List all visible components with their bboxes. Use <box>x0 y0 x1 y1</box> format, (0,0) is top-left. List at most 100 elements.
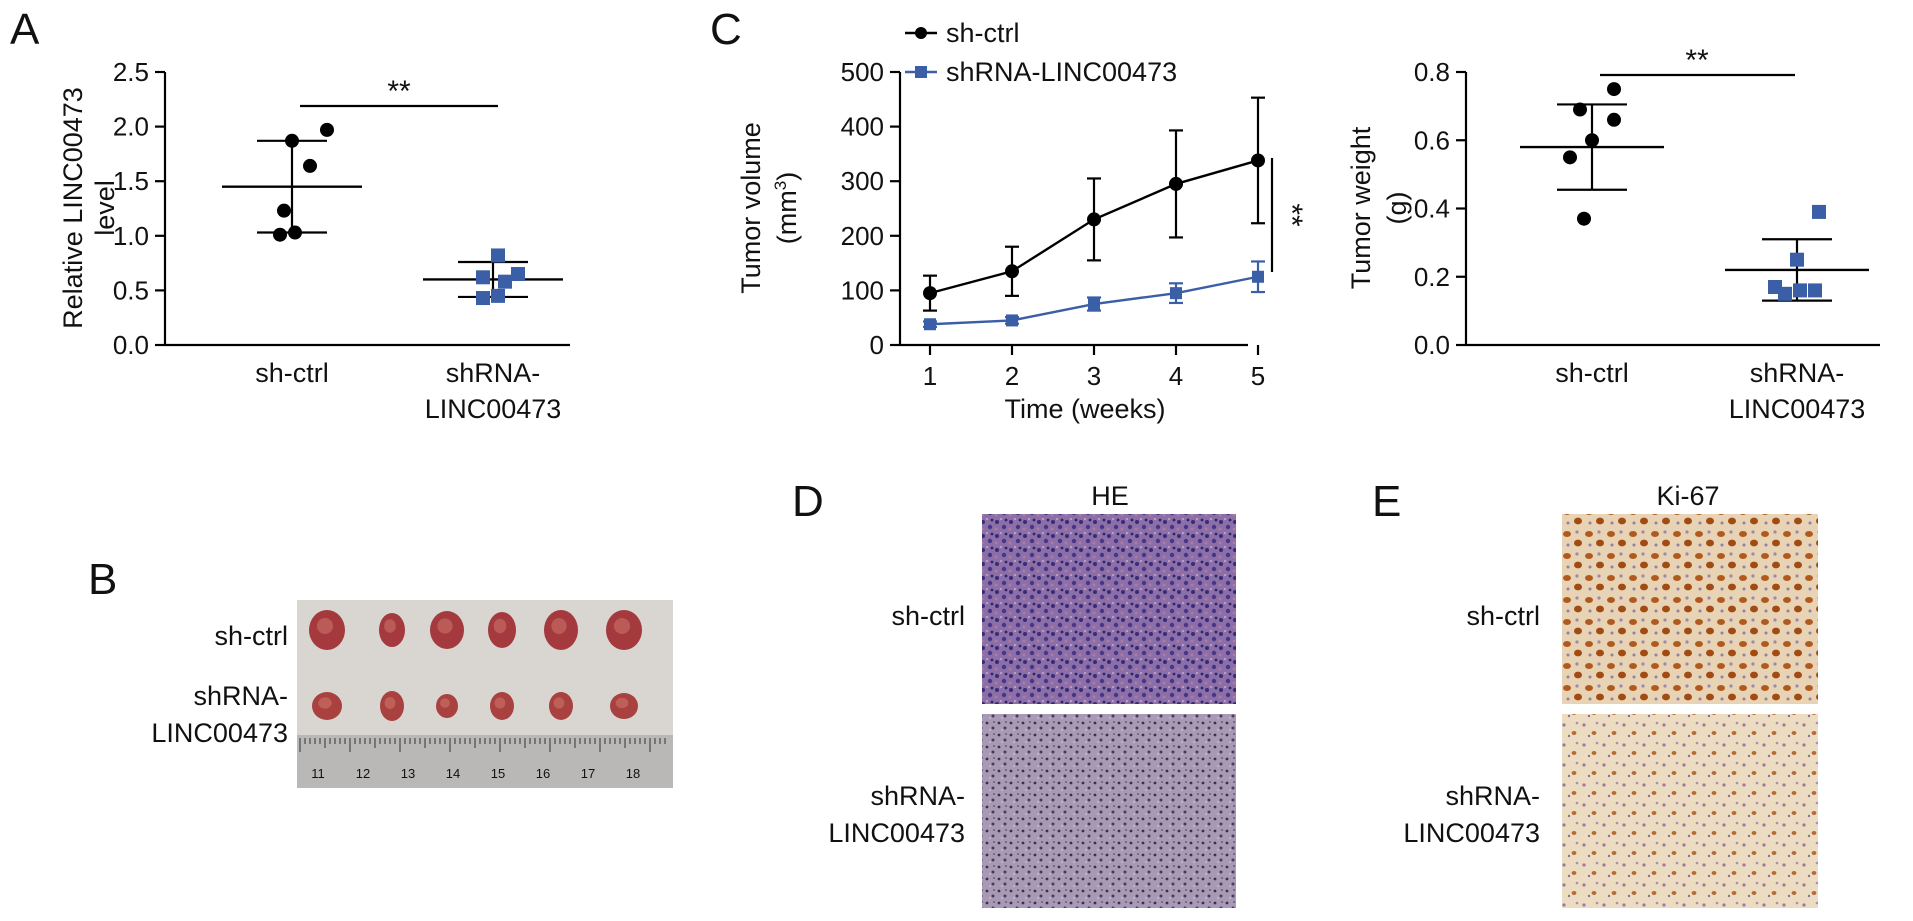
panel-label-a: A <box>10 5 40 54</box>
ki67-title: Ki-67 <box>1656 481 1719 511</box>
ruler-number: 13 <box>401 766 415 781</box>
chart-c-ytick-label: 200 <box>841 221 884 251</box>
ruler-number: 11 <box>311 766 325 781</box>
chart-c-point-sh <box>924 318 936 331</box>
chart-c-xtick-label: 5 <box>1251 361 1265 391</box>
chart-c-xtick-label: 2 <box>1005 361 1019 391</box>
chart-a-point-sh <box>476 291 490 306</box>
chart-w-sig-stars: ** <box>1685 44 1709 77</box>
chart-weight: 0.0 0.2 0.4 0.6 0.8 Tumor weight (g) sh-ctrl… <box>1346 44 1880 424</box>
tumor-highlight <box>615 697 629 709</box>
chart-a-point-sh <box>491 288 505 303</box>
chart-a-point-sh <box>476 270 490 285</box>
panel-label-b: B <box>88 555 117 604</box>
chart-w-point-ctrl <box>1607 82 1621 97</box>
tumor-highlight <box>613 618 631 634</box>
chart-a-xtick-sh-line1: shRNA- <box>446 358 541 388</box>
chart-w-ylabel-line2: (g) <box>1382 192 1412 225</box>
he-title: HE <box>1091 481 1129 511</box>
chart-w-point-sh <box>1812 204 1826 219</box>
photo-row-sh-line1: shRNA- <box>193 681 288 711</box>
he-panel: HE sh-ctrl shRNA- LINC00473 <box>828 481 1236 908</box>
chart-a-xtick-ctrl: sh-ctrl <box>255 358 329 388</box>
chart-w-point-ctrl <box>1563 150 1577 165</box>
ruler-number: 15 <box>491 766 505 781</box>
he-row-sh-line1: shRNA- <box>870 781 965 811</box>
chart-w-ytick-label: 0.0 <box>1414 330 1450 360</box>
chart-a-ytick-label: 1.5 <box>113 166 149 196</box>
he-image-shrna <box>982 714 1236 908</box>
chart-c-point-ctrl <box>923 286 937 301</box>
chart-w-point-ctrl <box>1577 211 1591 226</box>
chart-c-point-ctrl <box>1169 176 1183 191</box>
ki67-panel: Ki-67 sh-ctrl shRNA- LINC00473 <box>1403 481 1818 908</box>
chart-c-legend: sh-ctrl shRNA-LINC00473 <box>905 18 1177 87</box>
ki67-row-sh-line2: LINC00473 <box>1403 818 1540 848</box>
chart-c-ylabel-line2: (mm3) <box>771 172 802 244</box>
chart-a-point-ctrl <box>285 133 299 148</box>
legend-ctrl-marker <box>915 27 927 39</box>
chart-c-ytick-label: 400 <box>841 112 884 142</box>
chart-w-xtick-sh-line2: LINC00473 <box>1729 394 1866 424</box>
legend-sh-label: shRNA-LINC00473 <box>946 57 1177 87</box>
chart-c-point-ctrl <box>1087 212 1101 227</box>
ruler-number: 17 <box>581 766 595 781</box>
panel-label-d: D <box>792 477 824 526</box>
ruler-number: 18 <box>626 766 640 781</box>
chart-c-point-ctrl <box>1251 153 1265 168</box>
ki67-image-shrna <box>1562 714 1818 908</box>
chart-a-ytick-label: 0.5 <box>113 275 149 305</box>
chart-a-ylabel-line1: Relative LINC00473 <box>58 87 88 329</box>
chart-a-xtick-sh-line2: LINC00473 <box>425 394 562 424</box>
chart-a-sig-stars: ** <box>387 75 411 108</box>
ruler-number: 12 <box>356 766 370 781</box>
chart-c-point-sh <box>1252 270 1264 283</box>
chart-c-sig-stars: ** <box>1275 203 1308 227</box>
tumor-highlight <box>318 697 332 709</box>
chart-c-ytick-label: 0 <box>870 330 884 360</box>
chart-w-point-sh <box>1808 283 1822 298</box>
chart-w-point-ctrl <box>1607 112 1621 127</box>
ki67-image-ctrl <box>1562 514 1818 704</box>
tumor-highlight <box>440 698 450 708</box>
chart-c-point-sh <box>1088 298 1100 311</box>
he-image-ctrl <box>982 514 1236 704</box>
chart-w-xtick-ctrl: sh-ctrl <box>1555 358 1629 388</box>
chart-c-point-ctrl <box>1005 264 1019 279</box>
chart-w-point-ctrl <box>1585 133 1599 148</box>
chart-c-ylabel-sup: 3 <box>771 181 790 190</box>
tumor-highlight <box>551 618 567 634</box>
chart-w-ytick-label: 0.4 <box>1414 194 1450 224</box>
chart-a-ytick-label: 2.5 <box>113 57 149 87</box>
he-row-ctrl: sh-ctrl <box>892 601 966 631</box>
he-row-sh-line2: LINC00473 <box>828 818 965 848</box>
chart-c-ylabel-unit: (mm <box>772 190 802 244</box>
chart-a-point-ctrl <box>288 225 302 240</box>
panel-label-e: E <box>1372 477 1401 526</box>
ruler-number: 16 <box>536 766 550 781</box>
chart-c-ytick-label: 500 <box>841 57 884 87</box>
chart-a: 0.0 0.5 1.0 1.5 2.0 2.5 Relative LINC00473 le… <box>58 57 570 424</box>
chart-c-xtick-label: 1 <box>923 361 937 391</box>
chart-a-ytick-label: 2.0 <box>113 112 149 142</box>
chart-w-point-sh <box>1793 283 1807 298</box>
photo-row-sh-line2: LINC00473 <box>151 718 288 748</box>
chart-c-xtick-label: 3 <box>1087 361 1101 391</box>
chart-a-point-sh <box>511 267 525 282</box>
ki67-row-sh-line1: shRNA- <box>1445 781 1540 811</box>
chart-w-ytick-label: 0.2 <box>1414 262 1450 292</box>
chart-w-point-ctrl <box>1573 102 1587 117</box>
tumor-highlight <box>437 618 453 634</box>
chart-a-point-sh <box>498 274 512 289</box>
chart-a-ylabel-line2: level <box>90 180 120 236</box>
tumor-highlight <box>316 618 334 634</box>
ruler-number: 14 <box>446 766 460 781</box>
chart-w-ytick-label: 0.6 <box>1414 125 1450 155</box>
chart-a-point-ctrl <box>273 227 287 242</box>
tumor-photo-panel: sh-ctrl shRNA- LINC00473 11 12 13 14 15 16 17 1… <box>151 600 673 788</box>
chart-w-point-sh <box>1778 286 1792 301</box>
chart-c-ylabel-line1: Tumor volume <box>736 122 766 294</box>
chart-w-point-sh <box>1790 252 1804 267</box>
